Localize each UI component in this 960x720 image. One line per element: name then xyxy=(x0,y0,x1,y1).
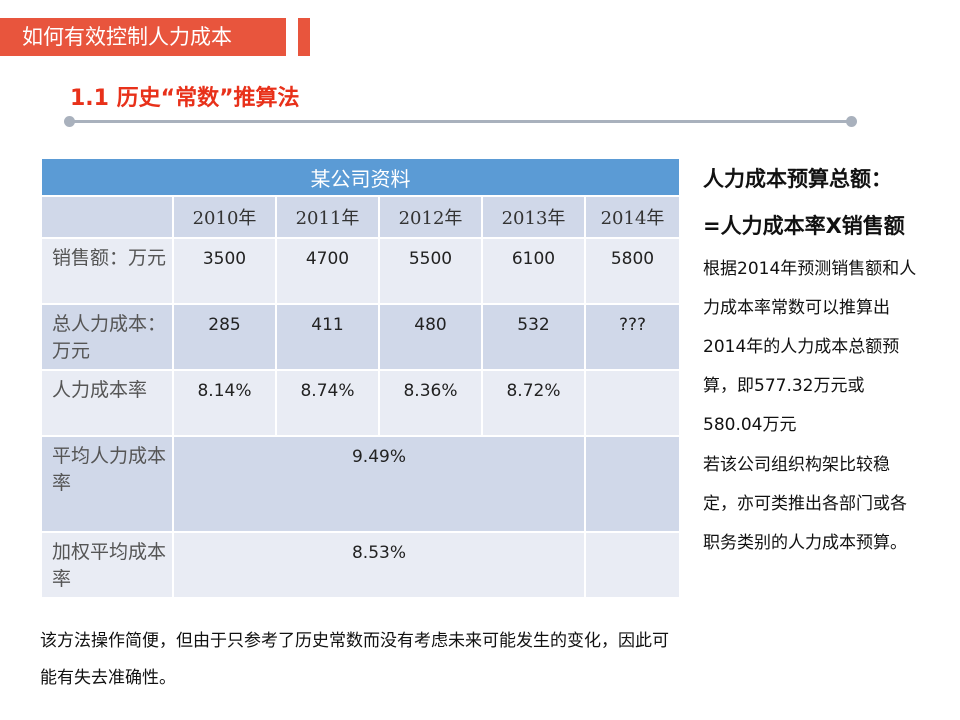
table-row-labor-cost-rate: 人力成本率 8.14% 8.74% 8.36% 8.72% xyxy=(40,369,681,437)
table-cell xyxy=(584,435,681,533)
table-cell: 8.14% xyxy=(172,369,277,437)
year-header: 2013年 xyxy=(481,195,586,239)
divider-dot-left xyxy=(64,116,75,127)
year-header: 2014年 xyxy=(584,195,681,239)
table-cell: 480 xyxy=(378,303,483,371)
row-label: 人力成本率 xyxy=(40,369,174,437)
company-data-table: 某公司资料 2010年 2011年 2012年 2013年 2014年 销售额：… xyxy=(40,157,681,599)
table-cell: 285 xyxy=(172,303,277,371)
corner-cell xyxy=(40,195,174,239)
table-cell: 3500 xyxy=(172,237,277,305)
row-label: 加权平均成本率 xyxy=(40,531,174,599)
table-cell: 8.74% xyxy=(275,369,380,437)
row-label: 平均人力成本率 xyxy=(40,435,174,533)
side-paragraph-1: 根据2014年预测销售额和人力成本率常数可以推算出2014年的人力成本总额预算，… xyxy=(703,259,917,435)
row-label: 总人力成本：万元 xyxy=(40,303,174,371)
table-cell xyxy=(584,531,681,599)
side-formula: =人力成本率X销售额 xyxy=(703,214,905,238)
year-header-row: 2010年 2011年 2012年 2013年 2014年 xyxy=(40,195,681,239)
table-cell: 4700 xyxy=(275,237,380,305)
table-cell: 8.53% xyxy=(172,531,586,599)
table-title: 某公司资料 xyxy=(40,157,681,197)
table-cell: ??? xyxy=(584,303,681,371)
table-row-weighted-rate: 加权平均成本率 8.53% xyxy=(40,531,681,599)
table-cell: 8.36% xyxy=(378,369,483,437)
section-tag-accent xyxy=(298,18,310,56)
section-tag: 如何有效控制人力成本 xyxy=(0,18,286,56)
table-cell: 532 xyxy=(481,303,586,371)
year-header: 2011年 xyxy=(275,195,380,239)
divider-dot-right xyxy=(846,116,857,127)
side-heading: 人力成本预算总额： xyxy=(703,167,892,191)
bottom-note: 该方法操作简便，但由于只参考了历史常数而没有考虑未来可能发生的变化，因此可能有失… xyxy=(40,631,669,688)
table-cell: 5500 xyxy=(378,237,483,305)
title-divider xyxy=(70,120,850,123)
year-header: 2012年 xyxy=(378,195,483,239)
table-row-sales: 销售额：万元 3500 4700 5500 6100 5800 xyxy=(40,237,681,305)
table-cell: 411 xyxy=(275,303,380,371)
table-cell xyxy=(584,369,681,437)
year-header: 2010年 xyxy=(172,195,277,239)
table-cell: 8.72% xyxy=(481,369,586,437)
row-label: 销售额：万元 xyxy=(40,237,174,305)
side-paragraph-2: 若该公司组织构架比较稳定，亦可类推出各部门或各职务类别的人力成本预算。 xyxy=(703,455,907,553)
table-row-total-labor-cost: 总人力成本：万元 285 411 480 532 ??? xyxy=(40,303,681,371)
table-cell: 6100 xyxy=(481,237,586,305)
table-row-average-rate: 平均人力成本率 9.49% xyxy=(40,435,681,533)
slide-title: 1.1 历史“常数”推算法 xyxy=(70,86,300,111)
table-cell: 9.49% xyxy=(172,435,586,533)
table-cell: 5800 xyxy=(584,237,681,305)
